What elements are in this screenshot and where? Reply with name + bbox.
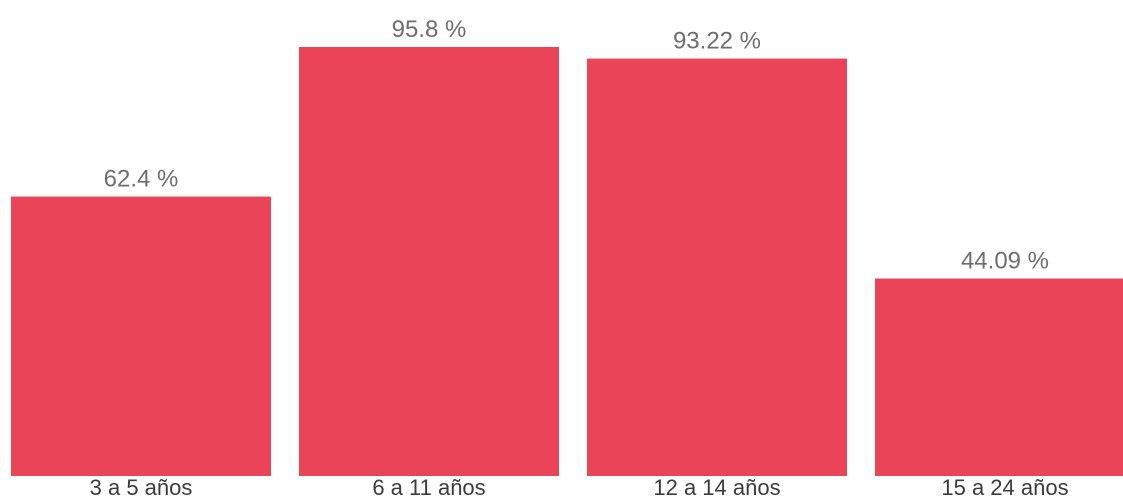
bar-1: [299, 47, 559, 476]
bar-3: [875, 278, 1123, 476]
bars-group: [11, 47, 1123, 477]
value-label-3: 44.09 %: [961, 248, 1049, 275]
category-label-3: 15 a 24 años: [941, 475, 1068, 497]
value-label-1: 95.8 %: [392, 16, 467, 43]
value-labels-group: 62.4 % 95.8 % 93.22 % 44.09 %: [104, 16, 1049, 275]
category-label-2: 12 a 14 años: [653, 475, 780, 497]
bar-2: [587, 58, 847, 477]
bar-0: [11, 196, 271, 476]
value-label-2: 93.22 %: [673, 28, 761, 55]
category-label-1: 6 a 11 años: [372, 475, 485, 497]
category-label-0: 3 a 5 años: [90, 475, 193, 497]
category-labels-group: 3 a 5 años 6 a 11 años 12 a 14 años 15 a 24…: [90, 475, 1069, 500]
value-label-0: 62.4 %: [104, 166, 179, 193]
